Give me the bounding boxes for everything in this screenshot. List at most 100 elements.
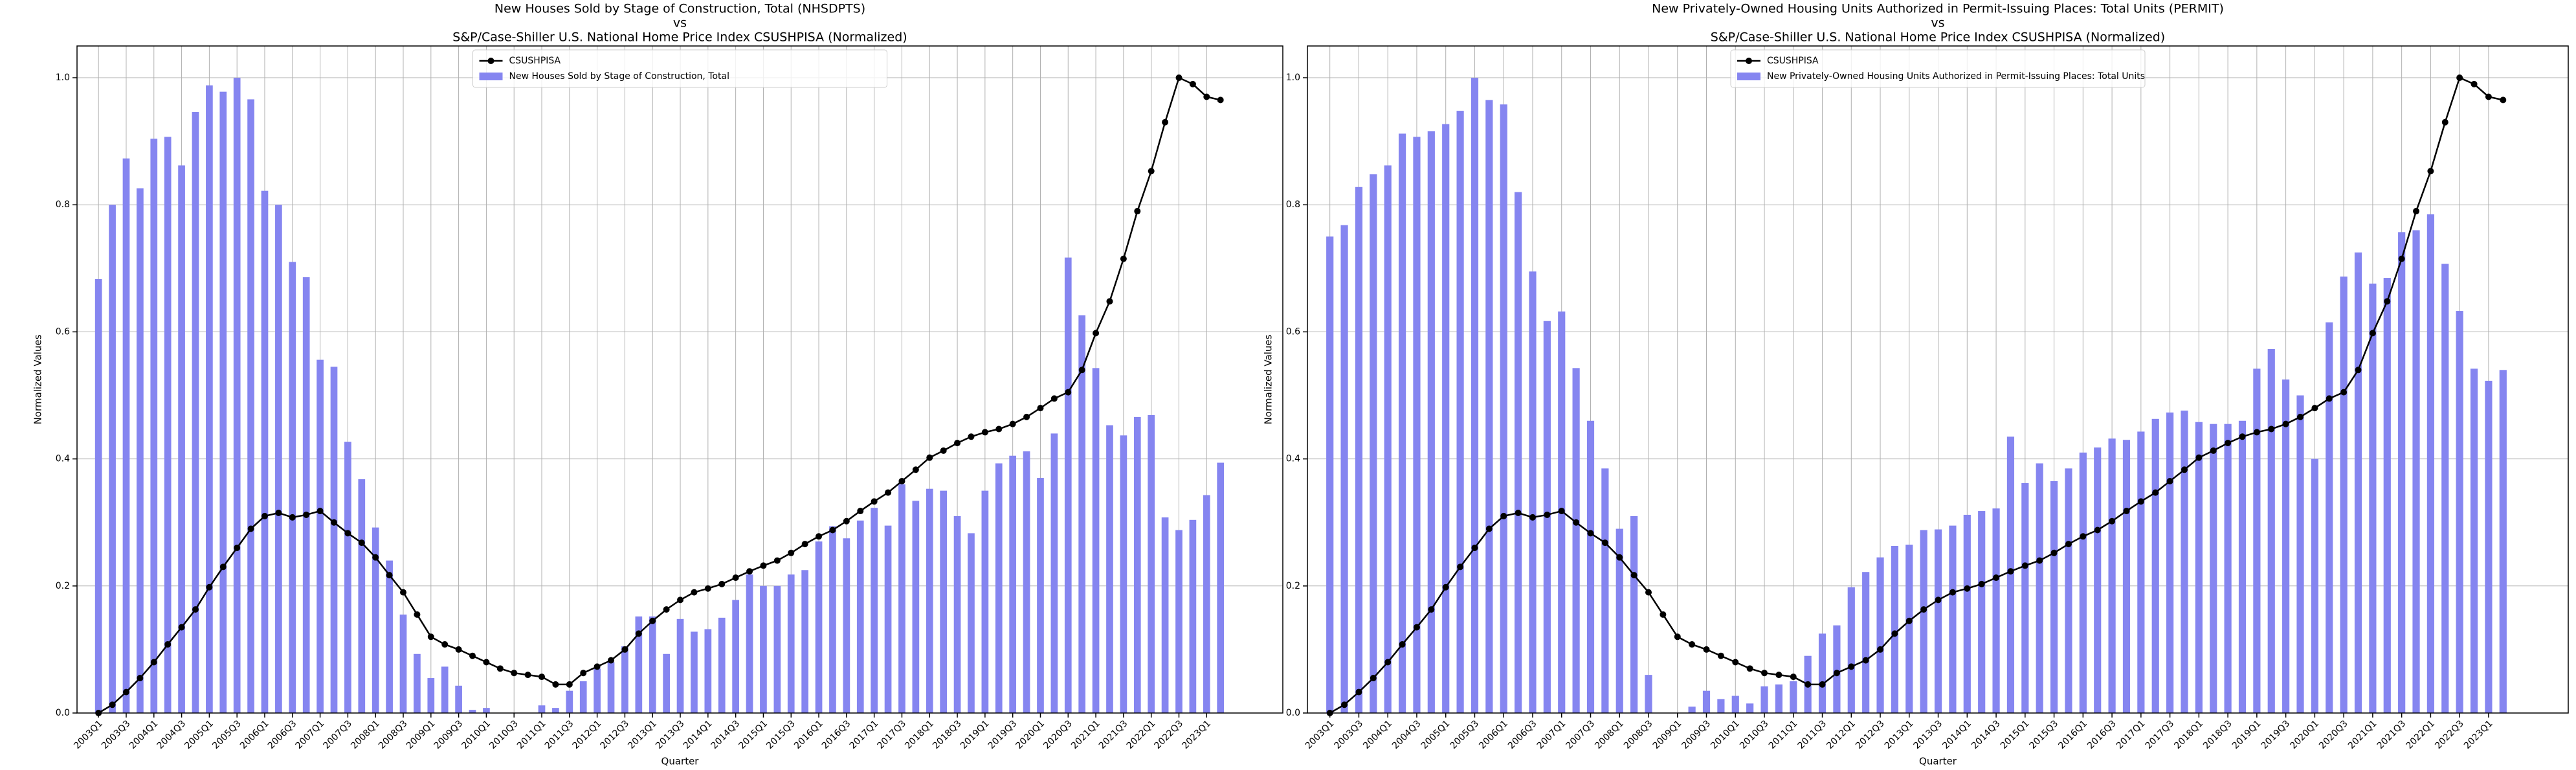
marker [2441, 119, 2448, 126]
y-tick-label: 0.8 [1286, 199, 1300, 210]
marker [2239, 433, 2246, 440]
bar [1500, 104, 1507, 713]
marker [275, 510, 282, 516]
x-tick-label: 2020Q3 [1041, 718, 1074, 751]
bar [649, 616, 656, 713]
x-tick-label: 2012Q3 [598, 718, 631, 751]
marker [441, 641, 449, 648]
marker [1761, 670, 1768, 677]
bar [1876, 557, 1884, 713]
bar [1009, 455, 1017, 713]
bar [427, 678, 435, 713]
marker [704, 585, 711, 592]
marker [594, 663, 601, 670]
bar [2036, 463, 2043, 713]
chart-title: S&P/Case-Shiller U.S. National Home Pric… [1711, 30, 2165, 45]
marker [330, 519, 337, 526]
bar [995, 463, 1003, 713]
marker [1993, 574, 2000, 582]
marker [2471, 80, 2478, 87]
bar [2426, 214, 2435, 713]
bar [1833, 625, 1841, 713]
x-tick-label: 2011Q1 [515, 718, 548, 751]
bar [856, 520, 864, 713]
bar [2137, 431, 2145, 713]
marker [2456, 74, 2463, 82]
bar [1050, 433, 1058, 713]
marker [469, 652, 476, 659]
bar [1442, 124, 1450, 713]
marker [677, 596, 684, 604]
x-tick-label: 2009Q1 [405, 718, 438, 751]
bar [302, 277, 310, 714]
bar [1120, 435, 1127, 713]
chart-title: vs [673, 16, 687, 30]
marker [760, 562, 767, 569]
marker [1203, 93, 1210, 100]
x-tick-label: 2007Q1 [1535, 718, 1568, 751]
x-tick-label: 2014Q3 [709, 718, 742, 751]
bar [372, 527, 379, 713]
line [98, 76, 1221, 714]
legend-swatch [1737, 73, 1760, 80]
x-tick-label: 2018Q3 [2201, 718, 2234, 751]
x-tick-label: 2019Q1 [2230, 718, 2263, 751]
marker [2123, 508, 2130, 515]
marker [206, 583, 213, 591]
bar [275, 205, 282, 713]
marker [2021, 562, 2028, 569]
bar [150, 139, 158, 713]
chart-title: vs [1931, 16, 1944, 30]
bar [871, 508, 878, 713]
marker [1485, 525, 1493, 532]
x-tick-label: 2009Q3 [432, 718, 465, 751]
bar [2412, 230, 2420, 713]
legend-swatch [487, 58, 494, 64]
x-tick-label: 2005Q1 [183, 718, 216, 751]
marker [1833, 670, 1840, 677]
x-tick-label: 2023Q1 [2462, 718, 2495, 751]
marker [1660, 611, 1667, 618]
marker [857, 508, 864, 515]
marker [1189, 80, 1196, 87]
x-tick-label: 2022Q3 [2433, 718, 2466, 751]
bar [2122, 440, 2131, 713]
bar [663, 653, 670, 713]
x-tick-label: 2020Q3 [2317, 718, 2350, 751]
marker [1746, 665, 1753, 672]
marker [1050, 395, 1058, 402]
marker [1162, 119, 1169, 126]
bar [1978, 511, 1986, 713]
marker [455, 646, 462, 653]
line [1329, 76, 2504, 714]
marker [2225, 440, 2232, 447]
marker [1500, 512, 1507, 519]
bar [1217, 462, 1225, 713]
bar [1862, 572, 1870, 713]
bar [122, 158, 130, 714]
bar [1601, 468, 1609, 713]
bar [552, 708, 559, 713]
bar [1456, 111, 1464, 714]
bar [2340, 277, 2348, 714]
bar [316, 359, 324, 713]
bar [607, 662, 615, 713]
bar [1133, 416, 1141, 713]
bar [1645, 675, 1652, 713]
x-tick-label: 2006Q3 [266, 718, 299, 751]
bar [1078, 315, 1086, 713]
marker [2485, 93, 2492, 100]
marker [1384, 659, 1392, 666]
x-tick-label: 2017Q1 [848, 718, 881, 751]
marker [1037, 405, 1044, 412]
bar [940, 490, 948, 713]
bar [1992, 508, 2000, 713]
bar [2021, 482, 2029, 713]
marker [954, 440, 961, 447]
marker [1399, 641, 1406, 648]
bar [1064, 257, 1072, 714]
marker [344, 530, 351, 537]
bar [1340, 225, 1348, 714]
x-tick-label: 2016Q1 [2056, 718, 2089, 751]
